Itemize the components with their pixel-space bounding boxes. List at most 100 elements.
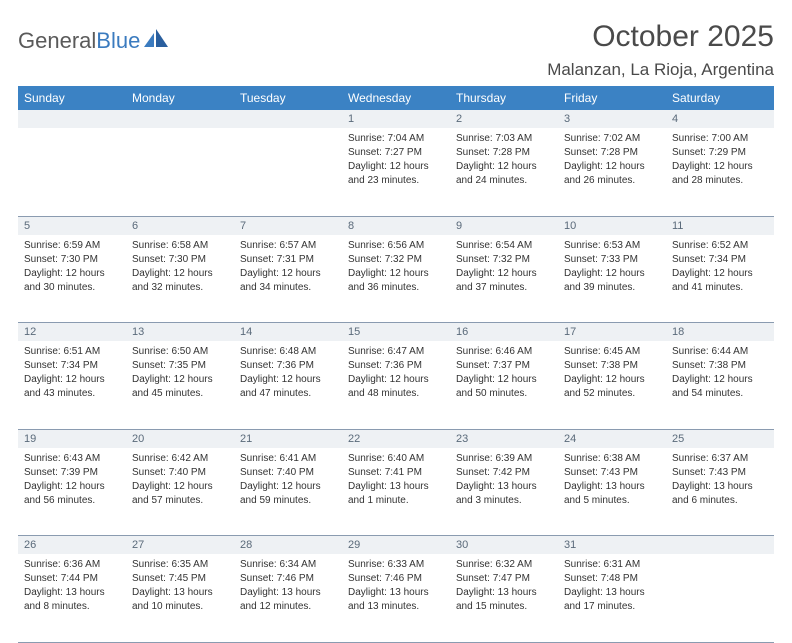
- sunrise-line: Sunrise: 6:40 AM: [348, 452, 444, 466]
- day-cell-body: Sunrise: 6:56 AMSunset: 7:32 PMDaylight:…: [342, 235, 450, 301]
- day-number: 19: [18, 429, 126, 448]
- daynum-row: 12131415161718: [18, 323, 774, 342]
- day-cell-body: Sunrise: 6:33 AMSunset: 7:46 PMDaylight:…: [342, 554, 450, 620]
- day-cell: Sunrise: 6:39 AMSunset: 7:42 PMDaylight:…: [450, 448, 558, 536]
- sunrise-line: Sunrise: 6:38 AM: [564, 452, 660, 466]
- daylight-line: Daylight: 12 hours and 30 minutes.: [24, 267, 120, 295]
- daylight-line: Daylight: 12 hours and 39 minutes.: [564, 267, 660, 295]
- daylight-line: Daylight: 12 hours and 34 minutes.: [240, 267, 336, 295]
- daynum-row: 19202122232425: [18, 429, 774, 448]
- day-cell: Sunrise: 6:31 AMSunset: 7:48 PMDaylight:…: [558, 554, 666, 642]
- day-number: 22: [342, 429, 450, 448]
- daylight-line: Daylight: 13 hours and 15 minutes.: [456, 586, 552, 614]
- day-cell-body: Sunrise: 6:45 AMSunset: 7:38 PMDaylight:…: [558, 341, 666, 407]
- sunset-line: Sunset: 7:42 PM: [456, 466, 552, 480]
- month-title: October 2025: [547, 20, 774, 54]
- day-cell-body: Sunrise: 6:57 AMSunset: 7:31 PMDaylight:…: [234, 235, 342, 301]
- sunrise-line: Sunrise: 6:39 AM: [456, 452, 552, 466]
- day-cell: Sunrise: 6:40 AMSunset: 7:41 PMDaylight:…: [342, 448, 450, 536]
- sunrise-line: Sunrise: 6:37 AM: [672, 452, 768, 466]
- daynum-row: 1234: [18, 110, 774, 128]
- day-number: 12: [18, 323, 126, 342]
- day-cell-body: Sunrise: 6:46 AMSunset: 7:37 PMDaylight:…: [450, 341, 558, 407]
- day-cell-body: Sunrise: 6:52 AMSunset: 7:34 PMDaylight:…: [666, 235, 774, 301]
- day-number: [18, 110, 126, 128]
- day-number: 11: [666, 216, 774, 235]
- day-cell: Sunrise: 7:04 AMSunset: 7:27 PMDaylight:…: [342, 128, 450, 216]
- sunrise-line: Sunrise: 7:04 AM: [348, 132, 444, 146]
- week-row: Sunrise: 6:51 AMSunset: 7:34 PMDaylight:…: [18, 341, 774, 429]
- sunset-line: Sunset: 7:27 PM: [348, 146, 444, 160]
- day-cell-body: Sunrise: 6:43 AMSunset: 7:39 PMDaylight:…: [18, 448, 126, 514]
- week-row: Sunrise: 6:43 AMSunset: 7:39 PMDaylight:…: [18, 448, 774, 536]
- day-cell: Sunrise: 6:50 AMSunset: 7:35 PMDaylight:…: [126, 341, 234, 429]
- sunrise-line: Sunrise: 6:59 AM: [24, 239, 120, 253]
- weekday-header: Friday: [558, 86, 666, 110]
- header: GeneralBlue October 2025 Malanzan, La Ri…: [18, 20, 774, 80]
- day-cell: Sunrise: 6:36 AMSunset: 7:44 PMDaylight:…: [18, 554, 126, 642]
- sunrise-line: Sunrise: 7:00 AM: [672, 132, 768, 146]
- sunset-line: Sunset: 7:36 PM: [348, 359, 444, 373]
- logo-sail-icon: [144, 29, 170, 54]
- day-cell-body: Sunrise: 6:37 AMSunset: 7:43 PMDaylight:…: [666, 448, 774, 514]
- sunset-line: Sunset: 7:30 PM: [132, 253, 228, 267]
- weekday-header: Monday: [126, 86, 234, 110]
- day-cell: Sunrise: 6:52 AMSunset: 7:34 PMDaylight:…: [666, 235, 774, 323]
- day-number: 30: [450, 536, 558, 555]
- day-cell-body: Sunrise: 6:40 AMSunset: 7:41 PMDaylight:…: [342, 448, 450, 514]
- day-cell: Sunrise: 6:56 AMSunset: 7:32 PMDaylight:…: [342, 235, 450, 323]
- day-cell-body: Sunrise: 7:02 AMSunset: 7:28 PMDaylight:…: [558, 128, 666, 194]
- day-cell-body: Sunrise: 7:04 AMSunset: 7:27 PMDaylight:…: [342, 128, 450, 194]
- sunset-line: Sunset: 7:46 PM: [348, 572, 444, 586]
- day-cell-body: Sunrise: 6:50 AMSunset: 7:35 PMDaylight:…: [126, 341, 234, 407]
- sunrise-line: Sunrise: 6:44 AM: [672, 345, 768, 359]
- logo-text: GeneralBlue: [18, 28, 140, 54]
- sunrise-line: Sunrise: 6:47 AM: [348, 345, 444, 359]
- day-cell-body: Sunrise: 6:48 AMSunset: 7:36 PMDaylight:…: [234, 341, 342, 407]
- day-number: 20: [126, 429, 234, 448]
- day-number: 16: [450, 323, 558, 342]
- day-number: 21: [234, 429, 342, 448]
- sunrise-line: Sunrise: 6:34 AM: [240, 558, 336, 572]
- sunrise-line: Sunrise: 6:32 AM: [456, 558, 552, 572]
- daylight-line: Daylight: 12 hours and 54 minutes.: [672, 373, 768, 401]
- day-cell: [126, 128, 234, 216]
- week-row: Sunrise: 7:04 AMSunset: 7:27 PM Daylight:…: [18, 128, 774, 216]
- sunrise-line: Sunrise: 6:41 AM: [240, 452, 336, 466]
- sunset-line: Sunset: 7:37 PM: [456, 359, 552, 373]
- weekday-header: Thursday: [450, 86, 558, 110]
- sunrise-line: Sunrise: 6:33 AM: [348, 558, 444, 572]
- day-cell-body: Sunrise: 6:41 AMSunset: 7:40 PMDaylight:…: [234, 448, 342, 514]
- day-cell-body: Sunrise: 7:03 AMSunset: 7:28 PMDaylight:…: [450, 128, 558, 194]
- day-cell-body: Sunrise: 6:47 AMSunset: 7:36 PMDaylight:…: [342, 341, 450, 407]
- sunset-line: Sunset: 7:33 PM: [564, 253, 660, 267]
- daynum-row: 262728293031: [18, 536, 774, 555]
- day-number: 17: [558, 323, 666, 342]
- day-cell: Sunrise: 6:33 AMSunset: 7:46 PMDaylight:…: [342, 554, 450, 642]
- sunset-line: Sunset: 7:35 PM: [132, 359, 228, 373]
- day-cell: Sunrise: 6:53 AMSunset: 7:33 PMDaylight:…: [558, 235, 666, 323]
- daylight-line: Daylight: 12 hours and 28 minutes.: [672, 160, 768, 188]
- day-cell-body: Sunrise: 6:53 AMSunset: 7:33 PMDaylight:…: [558, 235, 666, 301]
- daylight-line: Daylight: 12 hours and 59 minutes.: [240, 480, 336, 508]
- weekday-header-row: Sunday Monday Tuesday Wednesday Thursday…: [18, 86, 774, 110]
- sunset-line: Sunset: 7:41 PM: [348, 466, 444, 480]
- day-cell-body: Sunrise: 6:34 AMSunset: 7:46 PMDaylight:…: [234, 554, 342, 620]
- week-row: Sunrise: 6:59 AMSunset: 7:30 PMDaylight:…: [18, 235, 774, 323]
- sunset-line: Sunset: 7:38 PM: [672, 359, 768, 373]
- sunset-line: Sunset: 7:28 PM: [456, 146, 552, 160]
- daylight-line: Daylight: 12 hours and 32 minutes.: [132, 267, 228, 295]
- day-cell: [666, 554, 774, 642]
- daylight-line: Daylight: 12 hours and 57 minutes.: [132, 480, 228, 508]
- daylight-line: Daylight: 13 hours and 1 minute.: [348, 480, 444, 508]
- daylight-line: Daylight: 12 hours and 41 minutes.: [672, 267, 768, 295]
- location: Malanzan, La Rioja, Argentina: [547, 60, 774, 80]
- day-cell-body: Sunrise: 6:32 AMSunset: 7:47 PMDaylight:…: [450, 554, 558, 620]
- daylight-line: Daylight: 13 hours and 3 minutes.: [456, 480, 552, 508]
- daylight-line: Daylight: 13 hours and 13 minutes.: [348, 586, 444, 614]
- sunset-line: Sunset: 7:45 PM: [132, 572, 228, 586]
- sunrise-line: Sunrise: 7:03 AM: [456, 132, 552, 146]
- day-number: 8: [342, 216, 450, 235]
- day-cell-body: Sunrise: 6:39 AMSunset: 7:42 PMDaylight:…: [450, 448, 558, 514]
- sunrise-line: Sunrise: 6:45 AM: [564, 345, 660, 359]
